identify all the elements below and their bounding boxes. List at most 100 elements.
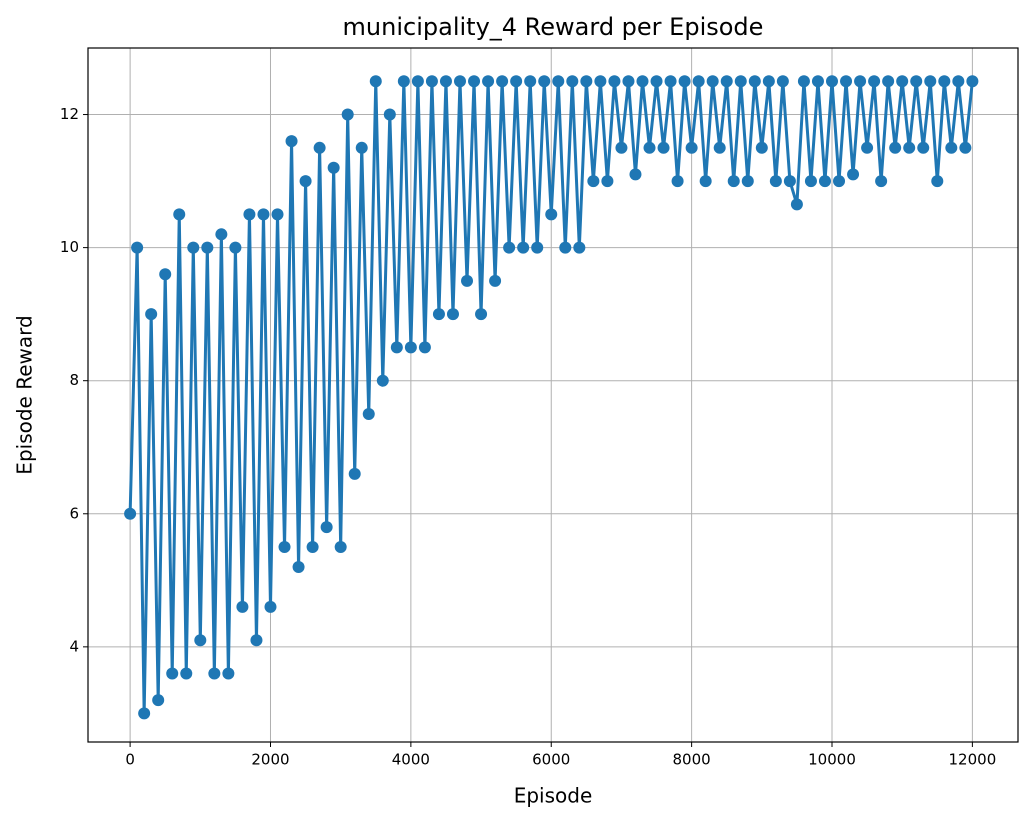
marker [755, 141, 768, 154]
marker [306, 541, 319, 554]
marker [180, 667, 193, 680]
marker [545, 208, 558, 221]
plot-frame [87, 47, 1019, 743]
marker [622, 75, 635, 88]
marker [594, 75, 607, 88]
marker [615, 141, 628, 154]
marker [531, 241, 544, 254]
marker [131, 241, 144, 254]
x-tick-label: 4000 [392, 751, 430, 769]
marker [222, 667, 235, 680]
marker [236, 600, 249, 613]
marker [411, 75, 424, 88]
y-axis-label: Episode Reward [13, 315, 37, 474]
marker [250, 634, 263, 647]
marker [959, 141, 972, 154]
marker [664, 75, 677, 88]
marker [671, 175, 684, 188]
marker [257, 208, 270, 221]
marker [861, 141, 874, 154]
marker [910, 75, 923, 88]
marker [643, 141, 656, 154]
marker [650, 75, 663, 88]
marker [657, 141, 670, 154]
marker [931, 175, 944, 188]
marker [818, 175, 831, 188]
marker [348, 467, 361, 480]
x-tick-label: 2000 [251, 751, 289, 769]
marker [159, 268, 172, 281]
marker [341, 108, 354, 121]
marker [418, 341, 431, 354]
marker [390, 341, 403, 354]
marker [833, 175, 846, 188]
marker [145, 308, 158, 321]
marker [559, 241, 572, 254]
marker [320, 521, 333, 534]
marker [510, 75, 523, 88]
y-tick-label: 12 [60, 105, 79, 123]
y-tick-label: 8 [69, 371, 79, 389]
marker [292, 561, 305, 574]
marker [945, 141, 958, 154]
marker [397, 75, 410, 88]
marker [138, 707, 151, 720]
marker [608, 75, 621, 88]
marker [425, 75, 438, 88]
chart-title: municipality_4 Reward per Episode [343, 13, 764, 41]
x-tick-label: 10000 [808, 751, 856, 769]
marker [524, 75, 537, 88]
marker [769, 175, 782, 188]
x-axis-label: Episode [514, 784, 593, 808]
marker [875, 175, 888, 188]
marker [741, 175, 754, 188]
marker [271, 208, 284, 221]
marker [299, 175, 312, 188]
marker [797, 75, 810, 88]
marker [496, 75, 509, 88]
marker [362, 407, 375, 420]
marker [475, 308, 488, 321]
marker [278, 541, 291, 554]
marker [636, 75, 649, 88]
marker [762, 75, 775, 88]
marker [215, 228, 228, 241]
marker [446, 308, 459, 321]
marker [313, 141, 326, 154]
marker [847, 168, 860, 181]
y-tick-label: 4 [69, 637, 79, 655]
marker [868, 75, 881, 88]
marker [601, 175, 614, 188]
marker [882, 75, 895, 88]
marker [461, 274, 474, 287]
marker [517, 241, 530, 254]
marker [840, 75, 853, 88]
marker [152, 694, 165, 707]
marker [804, 175, 817, 188]
marker [587, 175, 600, 188]
y-tick-label: 10 [60, 238, 79, 256]
marker [376, 374, 389, 387]
marker [404, 341, 417, 354]
marker [208, 667, 221, 680]
marker [173, 208, 186, 221]
marker [720, 75, 733, 88]
marker [699, 175, 712, 188]
marker [776, 75, 789, 88]
marker [369, 75, 382, 88]
marker [629, 168, 642, 181]
marker [503, 241, 516, 254]
marker [285, 135, 298, 148]
marker [264, 600, 277, 613]
marker [194, 634, 207, 647]
marker [706, 75, 719, 88]
marker [580, 75, 593, 88]
x-tick-label: 6000 [532, 751, 570, 769]
marker [552, 75, 565, 88]
marker [889, 141, 902, 154]
x-tick-label: 0 [125, 751, 135, 769]
marker [327, 161, 340, 174]
marker [243, 208, 256, 221]
marker [685, 141, 698, 154]
